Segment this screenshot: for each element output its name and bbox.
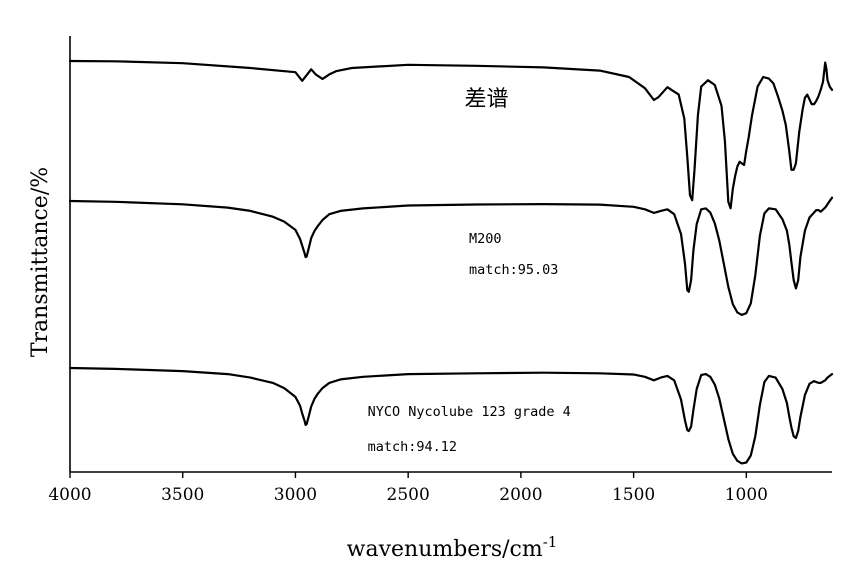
x-tick-label: 2500 bbox=[387, 485, 430, 505]
annotation-m200-1: match:95.03 bbox=[469, 262, 558, 278]
annotation-nyco-1: match:94.12 bbox=[368, 439, 457, 455]
annotation-nyco-0: NYCO Nycolube 123 grade 4 bbox=[368, 404, 571, 420]
x-tick-label: 3000 bbox=[274, 485, 317, 505]
series-line-diff bbox=[68, 59, 834, 210]
annotation-diff-0: 差谱 bbox=[465, 87, 509, 112]
x-tick-label: 3500 bbox=[161, 485, 204, 505]
x-tick-label: 1000 bbox=[725, 485, 768, 505]
x-tick-label: 2000 bbox=[499, 485, 542, 505]
x-axis-title-superscript: -1 bbox=[543, 533, 558, 551]
axes bbox=[69, 36, 832, 473]
annotations: 差谱 M200 match:95.03 NYCO Nycolube 123 grade… bbox=[368, 87, 571, 455]
series-layer bbox=[68, 59, 834, 465]
y-axis-title: Transmittance/% bbox=[28, 167, 53, 357]
series-line-m200 bbox=[68, 196, 834, 316]
x-tick-label: 1500 bbox=[612, 485, 655, 505]
x-ticks: 4000 3500 3000 2500 2000 1500 1000 bbox=[48, 472, 768, 505]
annotation-m200-0: M200 bbox=[469, 231, 502, 247]
x-axis-title: wavenumbers/cm-1 bbox=[347, 533, 558, 562]
series-line-nyco bbox=[68, 366, 834, 465]
x-tick-label: 4000 bbox=[48, 485, 91, 505]
